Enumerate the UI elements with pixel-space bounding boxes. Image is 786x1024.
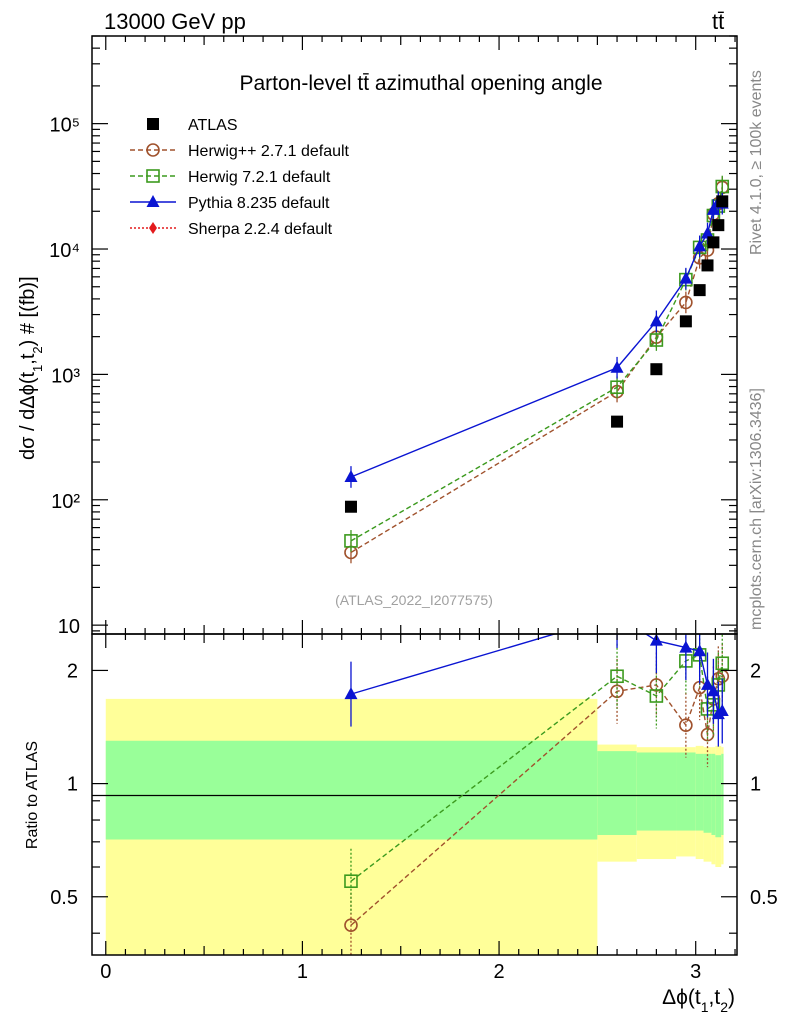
process-label: tt̄	[712, 9, 724, 34]
data-point-atlas	[707, 236, 720, 249]
beam-label: 13000 GeV pp	[104, 9, 246, 34]
band-inner	[636, 752, 677, 831]
data-point-herwig-2-7-1-default	[679, 295, 693, 310]
source-url-text: mcplots.cern.ch [arXiv:1306.3436]	[748, 388, 765, 630]
band-inner	[703, 753, 712, 833]
axis-tick-labels: 0 1 2 3 10 10² 10³ 10⁴ 10⁵ 0.5 0.5 1 1 2 2	[49, 115, 778, 983]
main-panel-series	[344, 175, 730, 564]
ratio-point-herwig-7-2-1-default	[649, 689, 664, 703]
data-point-pythia-8-235-default	[693, 239, 707, 252]
band-inner	[695, 753, 704, 831]
ratio-point-herwig-2-7-1-default	[344, 918, 358, 933]
band-inner	[711, 753, 716, 835]
legend-label-atlas: ATLAS	[188, 117, 238, 134]
data-point-herwig-7-2-1-default	[649, 333, 664, 347]
data-point-pythia-8-235-default	[610, 360, 624, 373]
ratio-point-herwig-2-7-1-default	[679, 718, 693, 733]
ratio-y-tick-label-right: 0.5	[750, 887, 778, 909]
series-line-pythia-8-235-default	[350, 201, 723, 478]
series-line-herwig-2-7-1-default	[350, 187, 723, 554]
data-point-herwig-7-2-1-default	[715, 179, 730, 194]
band-inner	[676, 752, 696, 831]
ratio-point-pythia-8-235-default	[611, 608, 624, 620]
ratio-y-tick-label: 2	[67, 660, 78, 682]
ratio-point-herwig-7-2-1-default	[715, 656, 730, 671]
y-axis-label: dσ / dΔϕ(t1,t2) # [(fb)]	[17, 276, 45, 460]
legend-marker-herwig-2-7-1-default	[146, 143, 160, 157]
ratio-panel-series	[344, 608, 730, 955]
ratio-panel-frame	[91, 633, 738, 956]
data-point-atlas	[693, 284, 706, 297]
analysis-tag: (ATLAS_2022_I2077575)	[335, 592, 493, 608]
data-point-pythia-8-235-default	[706, 202, 720, 215]
ratio-point-pythia-8-235-default	[344, 687, 358, 700]
y-tick-label: 10⁴	[49, 240, 80, 262]
data-point-atlas	[679, 315, 692, 328]
data-point-atlas	[611, 415, 624, 428]
ratio-point-herwig-7-2-1-default	[610, 669, 624, 684]
legend-marker-atlas	[147, 118, 159, 130]
ratio-point-pythia-8-235-default	[693, 644, 707, 657]
legend-label-herwig-7-2-1-default: Herwig 7.2.1 default	[188, 169, 331, 186]
legend: ATLAS Herwig++ 2.7.1 default Herwig 7.2.1 …	[130, 117, 350, 238]
ratio-point-herwig-7-2-1-default	[344, 874, 358, 889]
band-inner	[597, 751, 637, 835]
data-point-pythia-8-235-default	[649, 314, 663, 327]
y-tick-label: 10	[58, 616, 80, 638]
ratio-y-tick-label-right: 2	[750, 660, 761, 682]
data-point-pythia-8-235-default	[679, 271, 693, 284]
legend-label-pythia-8-235-default: Pythia 8.235 default	[188, 195, 330, 212]
legend-marker-pythia-8-235-default	[146, 195, 160, 207]
chart-title: Parton-level tt̄ azimuthal opening angle	[239, 72, 602, 95]
data-point-atlas	[344, 500, 357, 513]
legend-label-herwig-2-7-1-default: Herwig++ 2.7.1 default	[188, 143, 350, 160]
legend-marker-sherpa-2-2-4-default	[149, 222, 157, 234]
legend-label-sherpa-2-2-4-default: Sherpa 2.2.4 default	[188, 221, 333, 238]
ratio-point-pythia-8-235-default	[701, 677, 715, 690]
legend-marker-herwig-7-2-1-default	[146, 169, 160, 183]
ratio-y-axis-label: Ratio to ATLAS	[24, 741, 41, 849]
data-point-herwig-7-2-1-default	[610, 380, 624, 395]
series-line-herwig-7-2-1-default	[350, 186, 723, 542]
ratio-point-herwig-2-7-1-default	[649, 678, 664, 692]
data-point-atlas	[650, 363, 663, 376]
ratio-point-pythia-8-235-default	[706, 684, 720, 697]
rivet-version-text: Rivet 4.1.0, ≥ 100k events	[748, 70, 765, 255]
x-tick-label: 0	[100, 961, 111, 983]
ratio-y-tick-label-right: 1	[750, 774, 761, 796]
data-point-atlas	[716, 195, 729, 208]
x-tick-label: 2	[493, 961, 504, 983]
ratio-y-tick-label: 1	[67, 774, 78, 796]
y-tick-label: 10⁵	[49, 115, 80, 137]
axis-ticks	[92, 35, 737, 955]
band-inner	[105, 740, 598, 840]
y-tick-label: 10³	[51, 365, 80, 387]
data-point-atlas	[701, 259, 714, 272]
data-point-herwig-7-2-1-default	[344, 534, 358, 548]
x-tick-label: 1	[297, 961, 308, 983]
uncertainty-bands	[105, 698, 724, 955]
band-inner	[715, 755, 722, 838]
ratio-point-pythia-8-235-default	[715, 703, 729, 716]
x-tick-label: 3	[690, 961, 701, 983]
band-inner	[721, 753, 724, 835]
ratio-point-pythia-8-235-default	[679, 640, 693, 653]
data-point-pythia-8-235-default	[701, 226, 715, 239]
ratio-y-tick-label: 0.5	[50, 887, 78, 909]
x-axis-label: Δϕ(t1,t2)	[662, 986, 735, 1015]
y-tick-label: 10²	[51, 491, 80, 513]
data-point-pythia-8-235-default	[344, 469, 358, 482]
data-point-atlas	[712, 219, 725, 232]
